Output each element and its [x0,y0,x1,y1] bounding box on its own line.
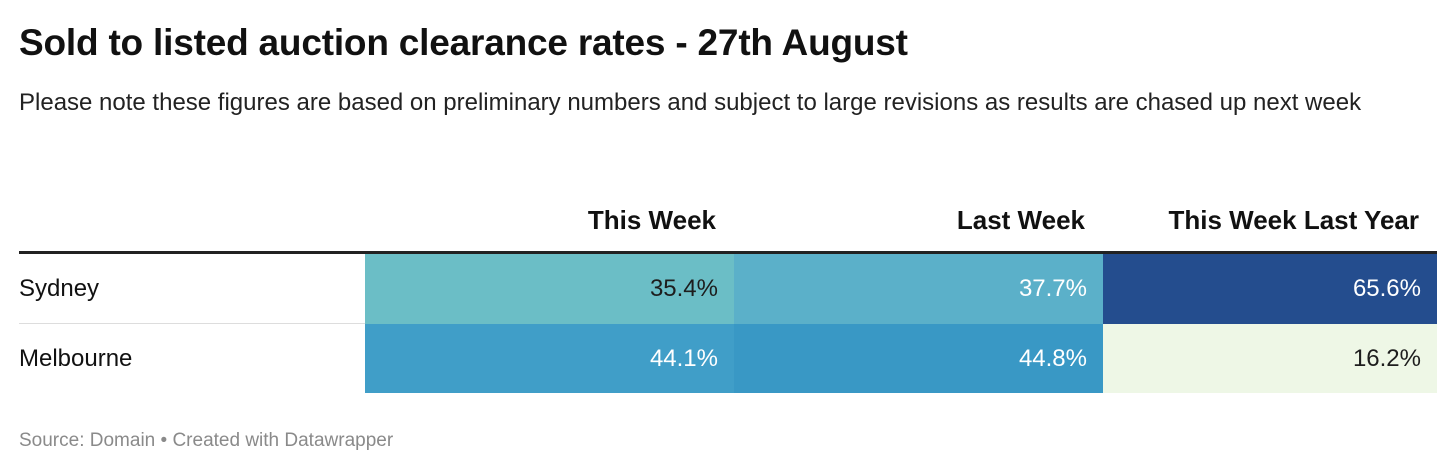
column-header-blank [19,190,365,254]
table-row-melbourne: Melbourne 44.1% 44.8% 16.2% [19,323,1437,393]
cell-sydney-this-week-last-year: 65.6% [1103,252,1437,324]
header-row: This Week Last Week This Week Last Year [19,190,1437,254]
row-label-sydney: Sydney [19,252,365,324]
source-footer: Source: Domain • Created with Datawrappe… [19,430,393,452]
row-label-melbourne: Melbourne [19,323,365,393]
cell-sydney-last-week: 37.7% [734,252,1103,324]
column-header-this-week: This Week [365,190,734,254]
chart-subtitle: Please note these figures are based on p… [19,89,1362,116]
cell-melbourne-last-week: 44.8% [734,323,1103,393]
clearance-rates-table: This Week Last Week This Week Last Year … [19,190,1437,393]
cell-sydney-this-week: 35.4% [365,252,734,324]
footer-separator: • [155,430,173,451]
chart-title: Sold to listed auction clearance rates -… [19,22,908,63]
cell-melbourne-this-week-last-year: 16.2% [1103,323,1437,393]
source-text: Source: Domain [19,430,156,451]
table-row-sydney: Sydney 35.4% 37.7% 65.6% [19,252,1437,324]
column-header-last-week: Last Week [734,190,1103,254]
column-header-this-week-last-year: This Week Last Year [1103,190,1437,254]
credit-text: Created with Datawrapper [172,430,394,451]
cell-melbourne-this-week: 44.1% [365,323,734,393]
